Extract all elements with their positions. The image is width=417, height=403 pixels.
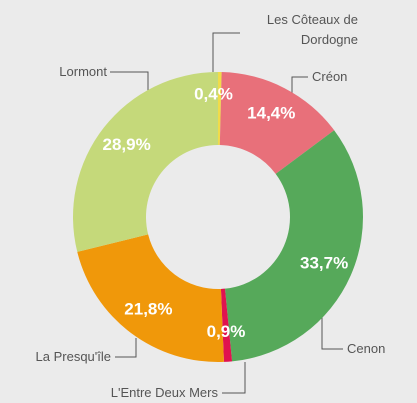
value-label: 28,9%	[103, 135, 151, 154]
category-label: Cenon	[347, 341, 386, 356]
donut-slice	[220, 288, 233, 362]
leader-line	[222, 362, 246, 394]
category-label: Lormont	[59, 64, 107, 79]
leader-line	[115, 338, 137, 358]
donut-slice	[224, 130, 363, 362]
value-label: 14,4%	[247, 103, 295, 122]
value-label: 0,9%	[207, 322, 246, 341]
value-label: 33,7%	[300, 253, 348, 272]
category-label: L'Entre Deux Mers	[110, 385, 218, 400]
category-label: La Presqu'île	[35, 349, 111, 364]
donut-slice	[72, 72, 218, 252]
leader-line	[212, 32, 240, 72]
value-label: 21,8%	[124, 299, 172, 318]
category-label: Créon	[312, 69, 348, 84]
category-label: Les Côteaux de Dordogne	[266, 12, 358, 47]
leader-line	[110, 71, 149, 95]
donut-slice	[218, 72, 222, 146]
leader-line	[291, 76, 308, 98]
value-label: 0,4%	[194, 84, 233, 103]
donut-slice	[77, 234, 224, 362]
donut-slice	[219, 72, 335, 174]
